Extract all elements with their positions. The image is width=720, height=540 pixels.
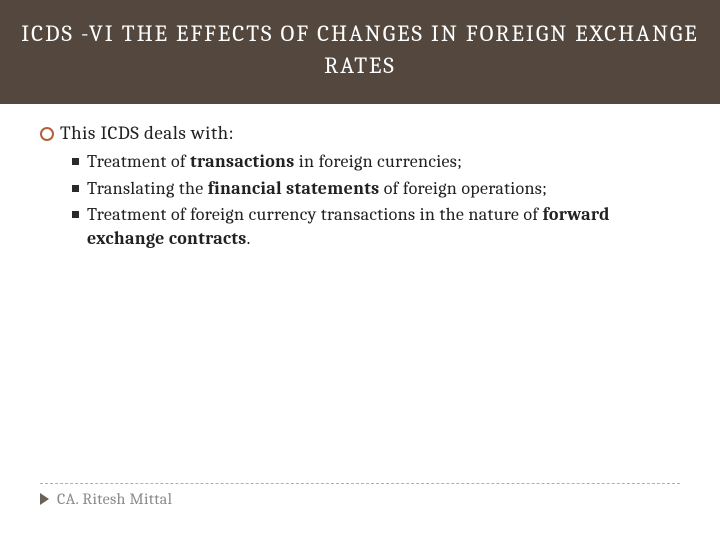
author-name: CA. Ritesh Mittal [57,490,172,508]
slide-content: This ICDS deals with: Treatment of trans… [0,104,720,251]
square-bullet-icon [72,211,79,218]
circle-bullet-icon [40,127,54,141]
list-item: Treatment of foreign currency transactio… [72,203,680,252]
slide-footer: CA. Ritesh Mittal [40,483,680,508]
footer-divider [40,483,680,484]
intro-text: This ICDS deals with: [60,122,234,144]
square-bullet-icon [72,158,79,165]
slide-title: ICDS -VI THE EFFECTS OF CHANGES IN FOREI… [21,20,698,79]
bullet-text: Treatment of transactions in foreign cur… [87,150,462,174]
bullet-text: Treatment of foreign currency transactio… [87,203,680,252]
bullet-list: Treatment of transactions in foreign cur… [40,150,680,251]
slide-title-bar: ICDS -VI THE EFFECTS OF CHANGES IN FOREI… [0,0,720,104]
list-item: Treatment of transactions in foreign cur… [72,150,680,174]
triangle-icon [40,493,49,505]
footer-line: CA. Ritesh Mittal [40,490,680,508]
square-bullet-icon [72,185,79,192]
bullet-text: Translating the financial statements of … [87,177,547,201]
list-item: Translating the financial statements of … [72,177,680,201]
intro-line: This ICDS deals with: [40,122,680,144]
